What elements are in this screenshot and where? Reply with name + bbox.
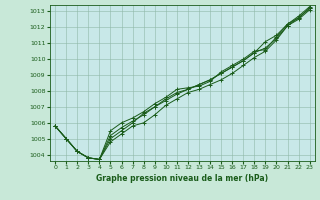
- X-axis label: Graphe pression niveau de la mer (hPa): Graphe pression niveau de la mer (hPa): [96, 174, 268, 183]
